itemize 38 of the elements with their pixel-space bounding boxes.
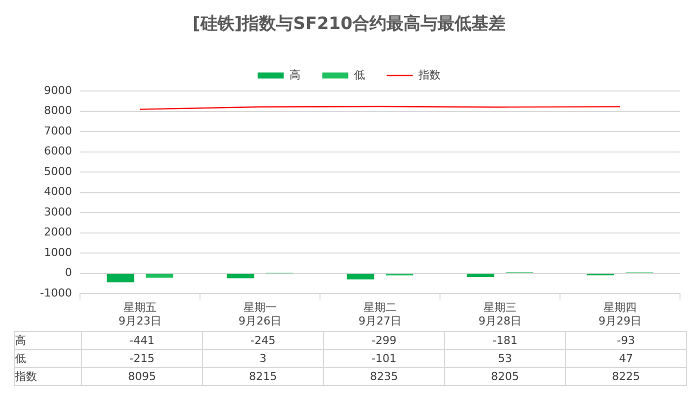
data-label: 47 — [566, 350, 686, 368]
y-tick-label: 8000 — [44, 104, 72, 118]
chart-title: [硅铁]指数与SF210合约最高与最低基差 — [192, 13, 506, 35]
data-label: 8225 — [566, 368, 686, 386]
data-label: 8095 — [82, 368, 202, 386]
x-tick-label: 星期三 9月28日 — [478, 301, 522, 328]
data-label: 3 — [202, 350, 324, 368]
data-label: 53 — [444, 350, 566, 368]
text: 低 — [15, 352, 26, 365]
y-tick-label: 1000 — [44, 246, 72, 259]
y-tick-label: 3000 — [44, 205, 72, 218]
y-tick-label: 6000 — [44, 144, 72, 158]
y-tick-label: -1000 — [40, 286, 72, 300]
y-tick-label: 2000 — [44, 226, 72, 239]
data-label: -441 — [82, 332, 202, 350]
data-label: -245 — [202, 332, 324, 350]
x-tick-label: 星期一 9月26日 — [238, 301, 282, 328]
text: 指数 — [15, 370, 37, 383]
y-tick-label: 4000 — [44, 185, 72, 198]
y-tick-label: 9000 — [44, 84, 72, 97]
x-tick-label: 星期五 9月23日 — [118, 301, 162, 328]
data-label: -101 — [324, 350, 444, 368]
legend-label: 低 — [354, 68, 365, 82]
y-tick-label: 5000 — [44, 164, 72, 178]
data-label: 8215 — [202, 368, 324, 386]
legend-label: 指数 — [417, 68, 440, 82]
data-label: 8205 — [444, 368, 566, 386]
x-tick-label: 星期二 9月27日 — [358, 301, 402, 328]
data-label: -215 — [82, 350, 202, 368]
y-tick-label: 7000 — [44, 124, 72, 138]
data-label: -299 — [324, 332, 444, 350]
data-label: 8235 — [324, 368, 444, 386]
data-label: -93 — [566, 332, 686, 350]
legend-label: 高 — [289, 68, 300, 82]
text: 高 — [15, 334, 26, 347]
data-label: -181 — [444, 332, 566, 350]
x-tick-label: 星期四 9月29日 — [598, 301, 642, 328]
y-tick-label: 0 — [65, 266, 72, 280]
